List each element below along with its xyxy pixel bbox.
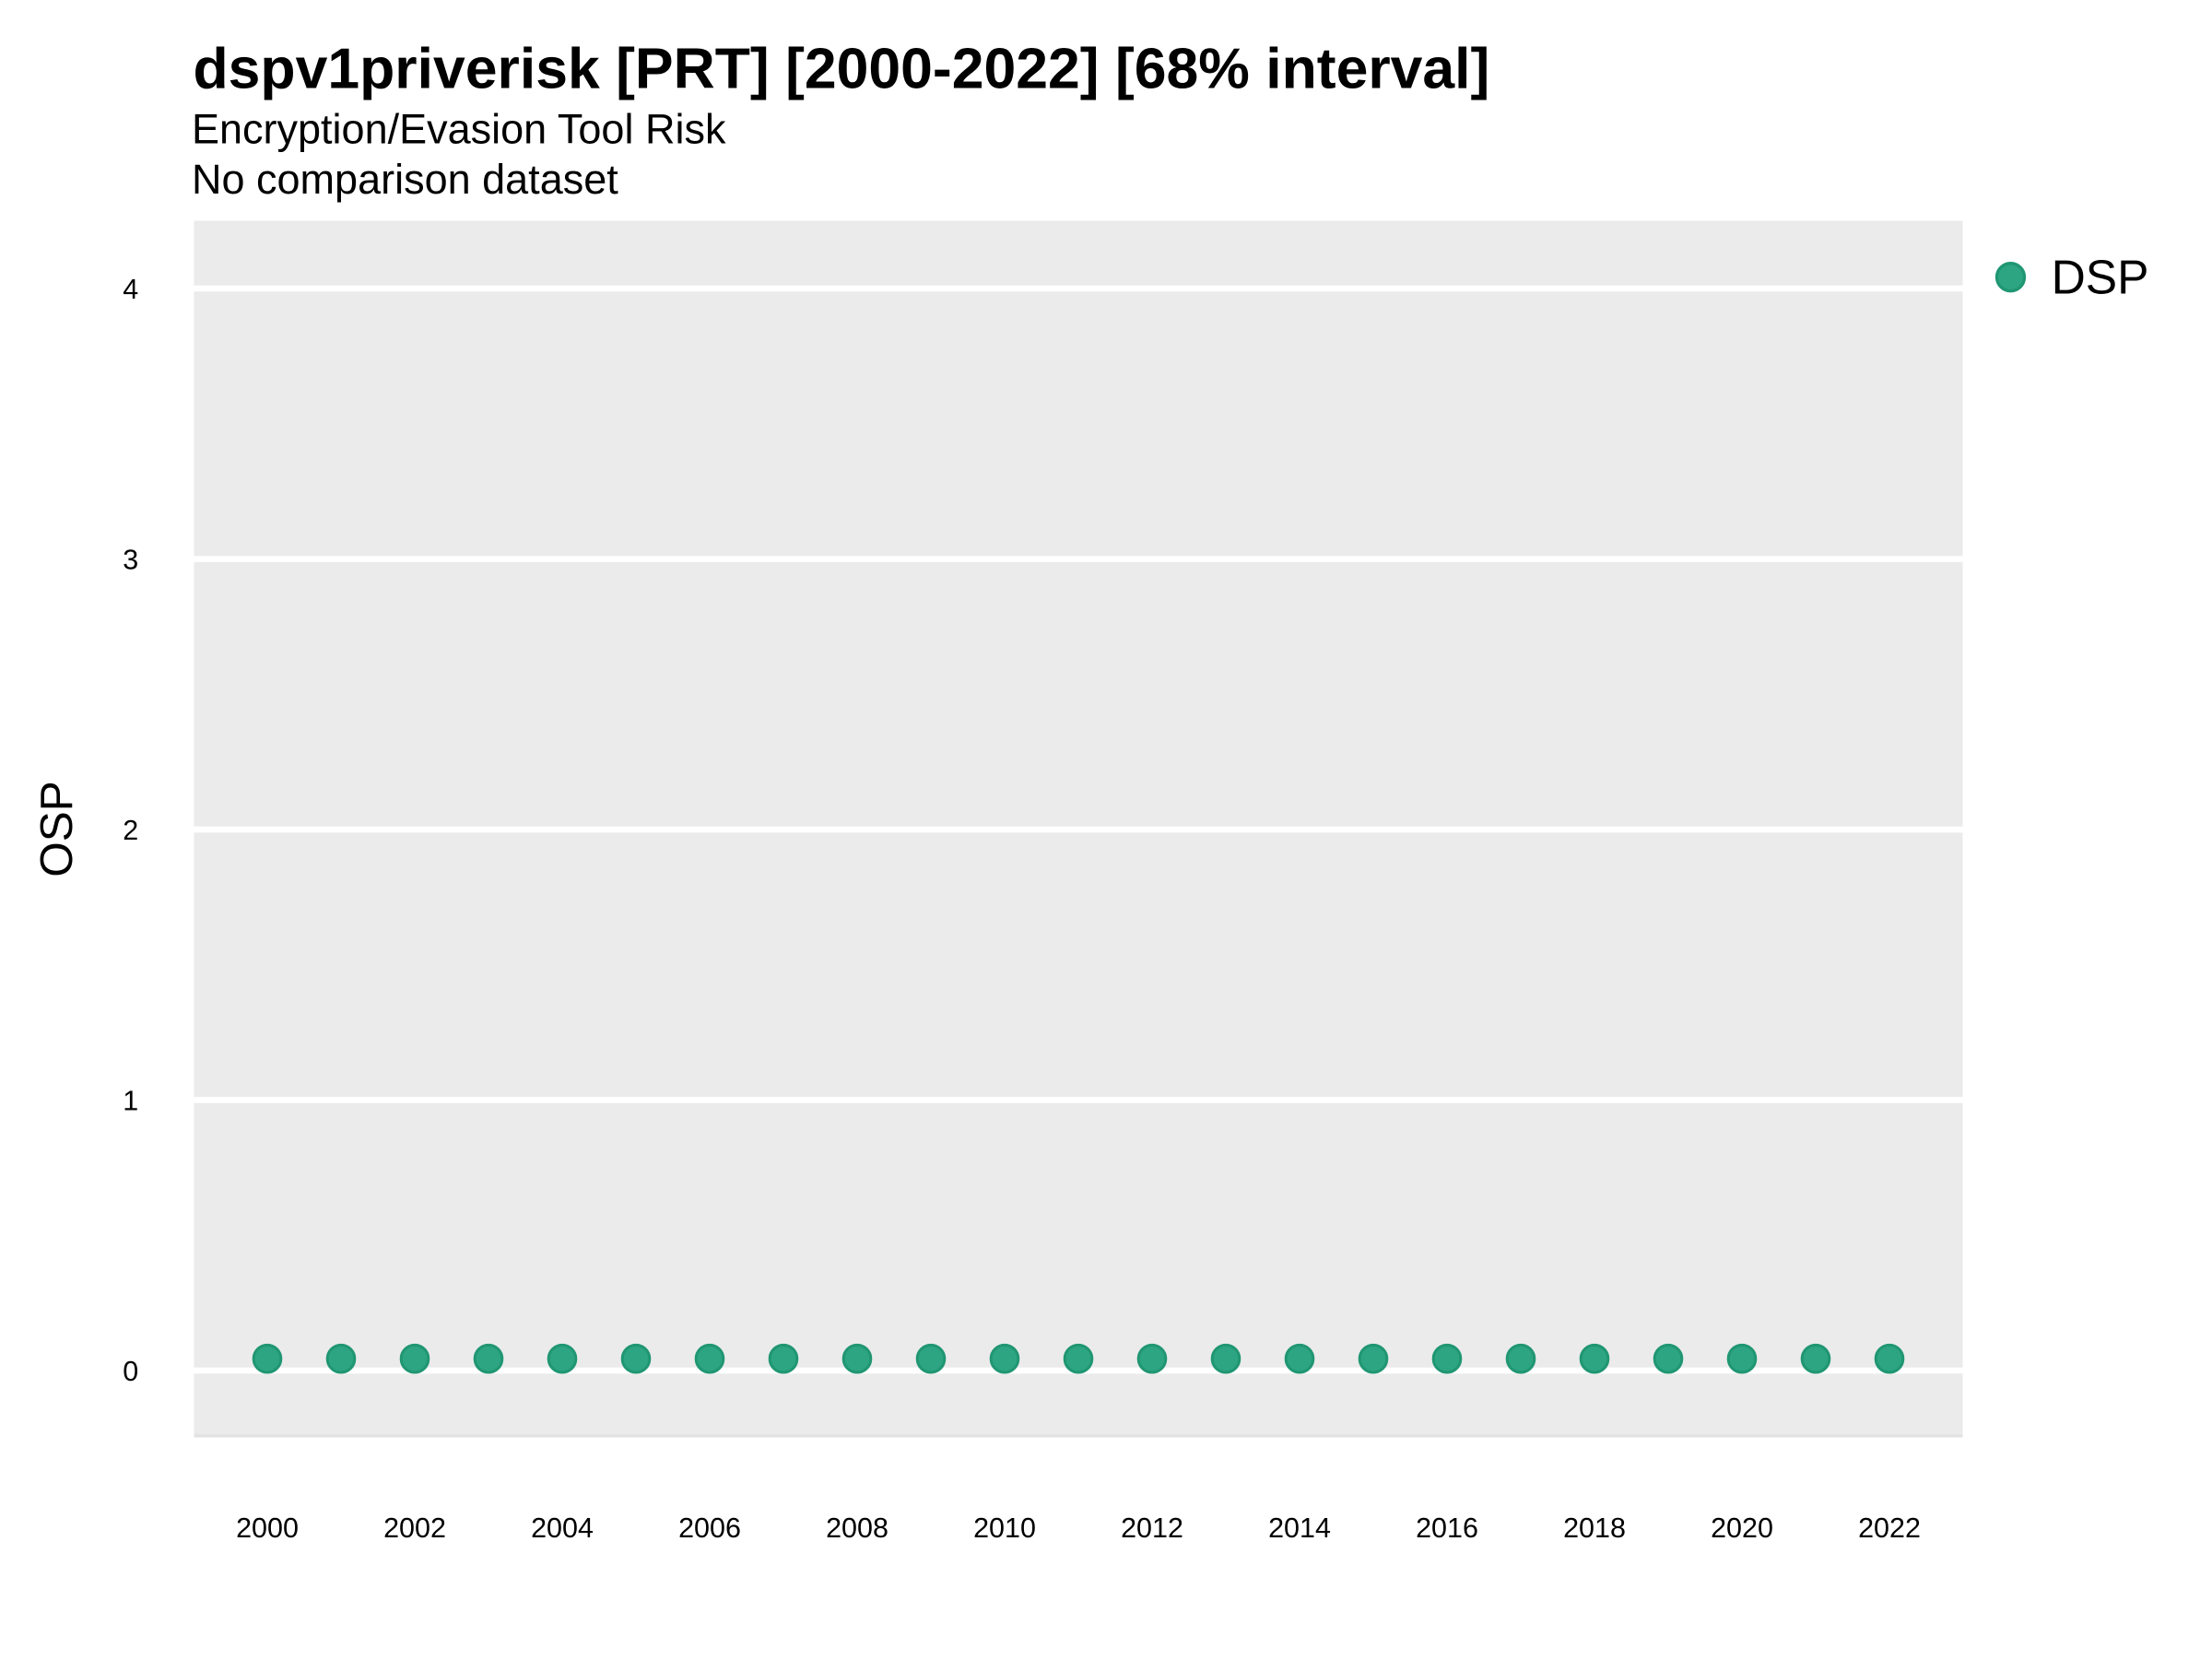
- svg-text:2016: 2016: [1416, 1512, 1478, 1544]
- svg-text:3: 3: [123, 544, 138, 575]
- svg-text:2020: 2020: [1711, 1512, 1773, 1544]
- svg-text:2014: 2014: [1268, 1512, 1331, 1544]
- svg-text:2006: 2006: [678, 1512, 741, 1544]
- svg-text:2010: 2010: [973, 1512, 1036, 1544]
- svg-text:2018: 2018: [1563, 1512, 1626, 1544]
- svg-text:4: 4: [123, 274, 138, 305]
- svg-text:2004: 2004: [531, 1512, 594, 1544]
- svg-text:2012: 2012: [1121, 1512, 1183, 1544]
- svg-text:dspv1priverisk [PRT] [2000-202: dspv1priverisk [PRT] [2000-2022] [68% in…: [194, 37, 1490, 101]
- svg-text:No comparison dataset: No comparison dataset: [192, 156, 618, 203]
- svg-text:1: 1: [123, 1085, 138, 1116]
- svg-text:Encryption/Evasion Tool Risk: Encryption/Evasion Tool Risk: [192, 106, 726, 153]
- svg-text:2022: 2022: [1858, 1512, 1921, 1544]
- svg-text:2000: 2000: [236, 1512, 299, 1544]
- svg-text:2002: 2002: [383, 1512, 446, 1544]
- svg-text:2008: 2008: [826, 1512, 888, 1544]
- svg-text:2: 2: [123, 815, 138, 846]
- svg-text:DSP: DSP: [2052, 251, 2149, 304]
- svg-text:0: 0: [123, 1356, 138, 1387]
- svg-text:OSP: OSP: [31, 781, 82, 877]
